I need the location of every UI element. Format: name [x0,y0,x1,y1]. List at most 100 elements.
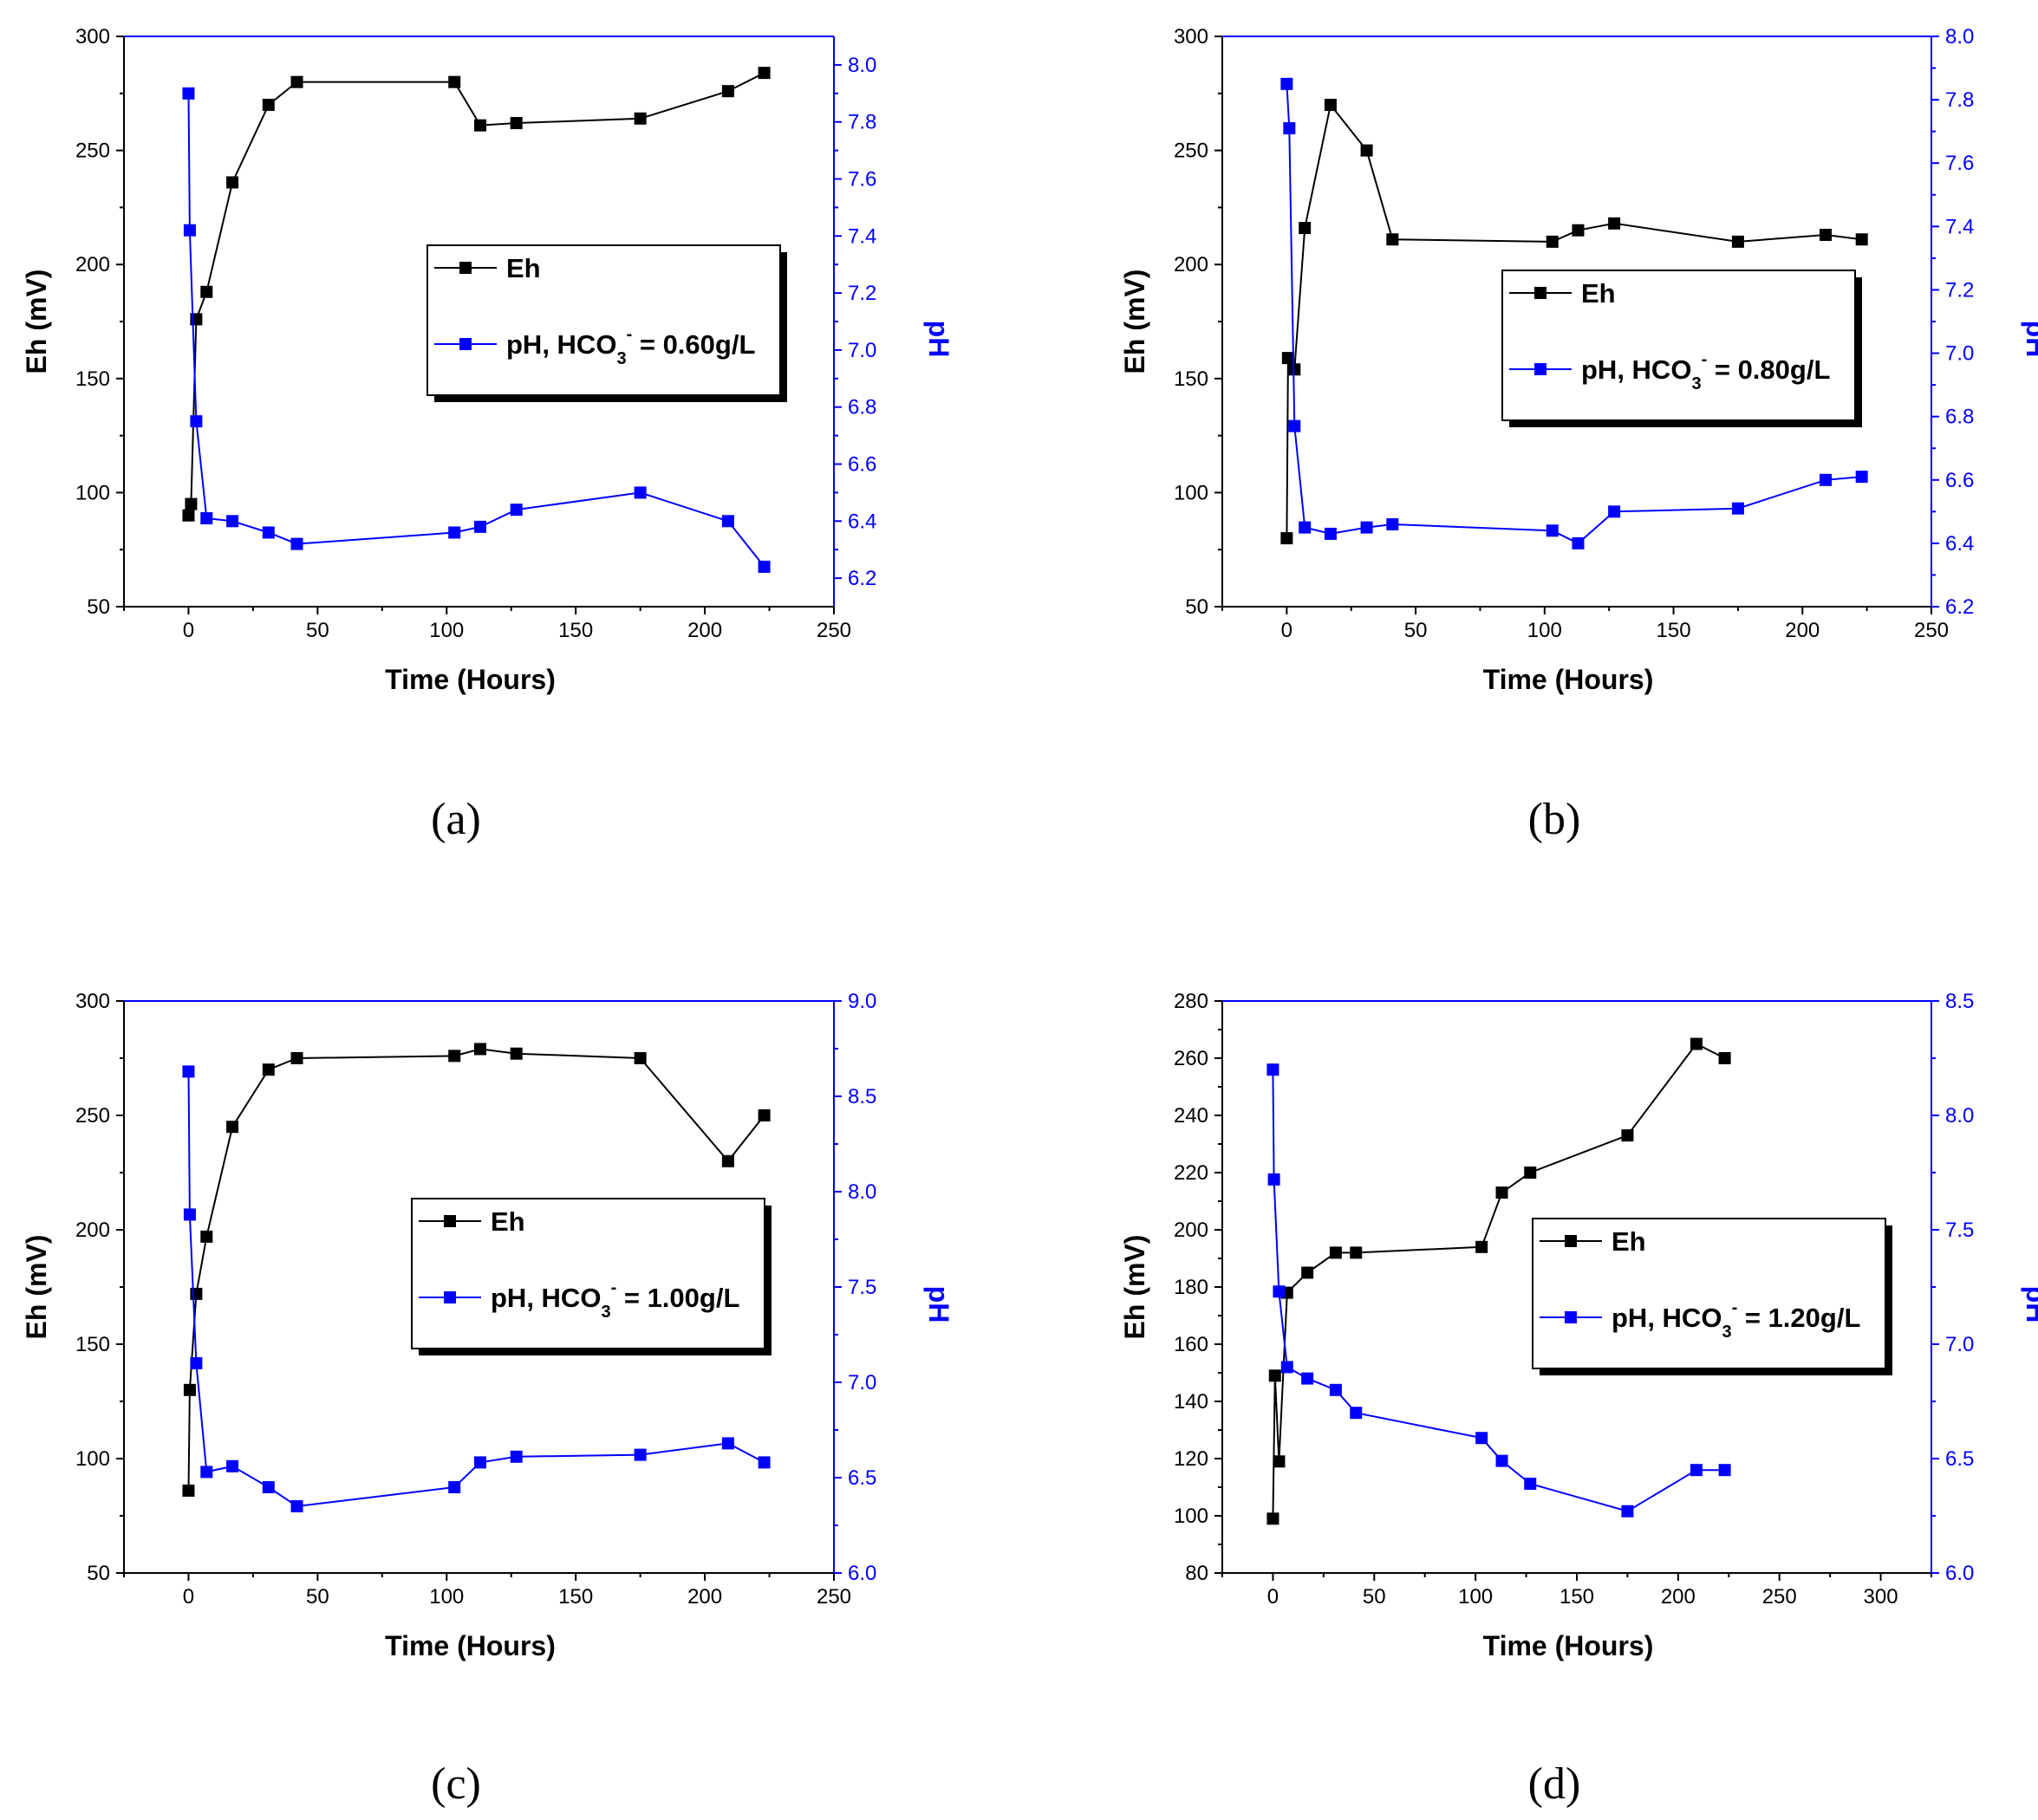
panel-caption: (c) [431,1759,481,1809]
x-tick-label: 150 [558,619,593,642]
data-point-eh [290,75,303,88]
data-point-eh [1301,1266,1314,1279]
data-point-ph [1386,517,1399,530]
data-point-ph [721,1437,734,1450]
x-tick-label: 0 [1281,619,1292,642]
y2-tick-label: 6.8 [848,396,876,419]
y-tick-label: 300 [1174,25,1208,49]
y-tick-label: 160 [1174,1333,1208,1356]
data-point-eh [290,1052,303,1064]
data-point-ph [1299,521,1312,534]
y2-tick-label: 7.6 [1945,152,1974,175]
data-point-ph [1280,77,1293,90]
legend-ph-text: pH, HCO [1612,1303,1722,1333]
chart-panel-1: 0 50 100 150 200 250 50 100 150 200 250 300 6.2 6.4 6.… [21,25,954,844]
legend-ph-superscript: - [627,325,633,344]
y2-tick-label: 6.2 [848,567,876,590]
y-tick-label: 140 [1174,1390,1208,1414]
data-point-ph [1546,524,1559,537]
data-point-ph [183,224,196,237]
x-axis-title: Time (Hours) [1483,664,1654,695]
data-point-ph [1324,527,1337,540]
data-point-eh [1350,1246,1363,1259]
y2-tick-label: 6.6 [1945,469,1974,492]
y-tick-label: 240 [1174,1104,1208,1128]
x-tick-label: 200 [1661,1585,1696,1609]
data-point-ph [1267,1173,1280,1186]
data-point-ph [1855,471,1868,484]
y2-tick-label: 7.2 [1945,278,1974,302]
data-point-eh [1495,1186,1508,1199]
y-tick-label: 120 [1174,1447,1208,1471]
x-tick-label: 50 [306,619,329,642]
legend-ph-superscript: - [1732,1298,1738,1317]
legend-label-ph: pH, HCO3- = 1.00g/L [491,1278,739,1322]
data-point-eh [182,1484,195,1497]
legend-label-ph: pH, HCO3- = 0.60g/L [506,325,755,368]
x-tick-label: 150 [558,1585,593,1609]
data-point-eh [721,1154,734,1167]
data-point-eh [721,85,734,98]
data-point-eh [1855,233,1868,246]
data-point-ph [182,87,195,100]
legend-label-eh: Eh [506,253,541,283]
data-point-eh [226,1121,239,1134]
y2-axis-title: pH [2021,321,2038,358]
x-tick-label: 50 [306,1585,329,1609]
legend-marker-eh [1534,287,1546,299]
data-point-ph [226,515,239,528]
data-point-eh [1273,1455,1286,1468]
data-point-ph [448,1481,461,1493]
data-point-eh [473,1043,486,1056]
y-tick-label: 250 [75,140,110,163]
legend-ph-subscript: 3 [1691,374,1701,393]
data-point-eh [1621,1129,1634,1142]
y-tick-label: 150 [75,1333,110,1356]
y2-tick-label: 8.0 [1945,1104,1974,1128]
data-point-eh [183,1383,196,1396]
data-point-eh [1690,1037,1703,1050]
y2-tick-label: 7.8 [848,111,876,134]
y-tick-label: 200 [1174,253,1208,276]
x-tick-label: 100 [429,1585,464,1609]
legend-box [411,1198,765,1349]
y2-tick-label: 7.6 [848,168,876,192]
y2-tick-label: 9.0 [848,990,876,1013]
data-point-eh [185,497,198,510]
legend-marker-ph [1565,1311,1577,1323]
y2-tick-label: 7.0 [848,1371,876,1394]
y2-tick-label: 7.2 [848,282,876,305]
y-tick-label: 250 [1174,140,1208,163]
y-axis-title: Eh (mV) [21,270,52,374]
data-point-ph [1690,1464,1703,1477]
y-tick-label: 50 [87,1562,110,1585]
data-point-eh [1281,352,1294,365]
y2-axis-title: pH [923,1286,954,1323]
data-point-ph [448,526,461,539]
data-point-ph [510,1450,523,1463]
data-point-ph [473,520,486,533]
panel-caption: (d) [1528,1759,1581,1809]
data-point-ph [1266,1063,1279,1076]
data-point-eh [226,176,239,189]
y2-tick-label: 7.0 [1945,342,1974,366]
data-point-eh [1608,217,1621,230]
y-tick-label: 100 [1174,481,1208,504]
legend-box [1501,270,1856,421]
data-point-eh [1324,98,1337,111]
data-point-eh [262,1063,275,1076]
y2-tick-label: 7.0 [848,339,876,362]
data-point-eh [1299,222,1312,235]
data-point-eh [634,1052,647,1064]
data-point-eh [1266,1512,1279,1525]
y2-tick-label: 7.0 [1945,1333,1974,1356]
data-point-ph [290,1500,303,1512]
legend-box [426,244,781,396]
legend-label-eh: Eh [1612,1226,1646,1257]
legend-marker-ph [459,338,472,350]
x-tick-label: 300 [1864,1585,1898,1609]
y-tick-label: 200 [75,1219,110,1242]
y2-tick-label: 8.5 [848,1085,876,1108]
y2-tick-label: 6.5 [848,1466,876,1490]
data-point-ph [190,415,203,428]
